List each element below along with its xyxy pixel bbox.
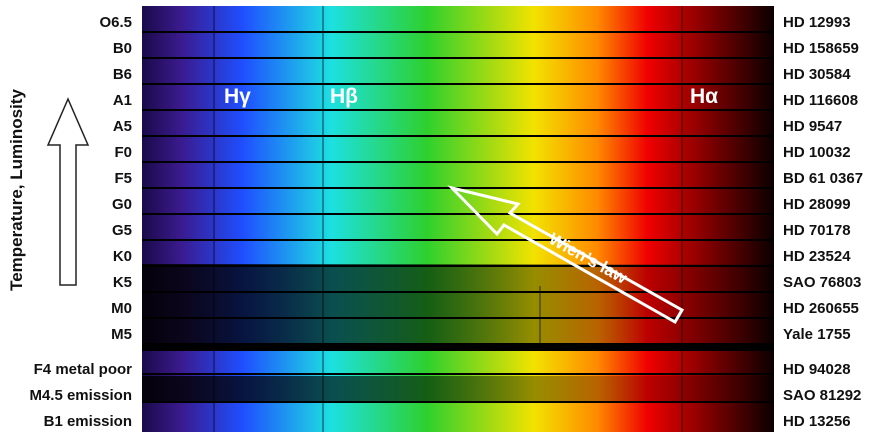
spectral-type-label: K5 xyxy=(112,274,132,291)
star-name-label: HD 116608 xyxy=(783,92,859,109)
h-beta-label: Hβ xyxy=(330,85,358,108)
spectral-type-label: B6 xyxy=(112,66,132,83)
spectral-type-label: B0 xyxy=(112,40,132,57)
star-name-label: HD 9547 xyxy=(783,118,843,135)
star-name-label: HD 13256 xyxy=(783,413,851,430)
spectral-type-label: A1 xyxy=(112,92,132,109)
axis-label: Temperature, Luminosity xyxy=(7,89,26,291)
up-arrow xyxy=(46,97,90,286)
star-name-label: HD 158659 xyxy=(783,40,859,57)
star-name-label: Yale 1755 xyxy=(783,326,851,343)
spectral-type-label: G0 xyxy=(111,196,132,213)
star-name-label: HD 70178 xyxy=(783,222,851,239)
h-alpha-label: Hα xyxy=(690,85,719,108)
spectral-type-label: K0 xyxy=(112,248,132,265)
spectral-type-label: M5 xyxy=(111,326,132,343)
star-name-label: HD 260655 xyxy=(783,300,859,317)
star-name-label: HD 23524 xyxy=(783,248,851,265)
star-name-label: HD 30584 xyxy=(783,66,851,83)
star-name-label: BD 61 0367 xyxy=(783,170,864,187)
star-name-label: HD 12993 xyxy=(783,14,851,31)
star-name-label: HD 94028 xyxy=(783,361,851,378)
spectrum-image xyxy=(142,6,774,432)
h-gamma-label: Hγ xyxy=(224,85,251,108)
star-name-label: HD 28099 xyxy=(783,196,851,213)
spectral-type-label: B1 emission xyxy=(43,413,132,430)
spectral-type-label: G5 xyxy=(111,222,132,239)
spectral-type-label: M0 xyxy=(111,300,132,317)
star-name-label: SAO 81292 xyxy=(783,387,862,404)
spectral-type-label: F0 xyxy=(114,144,132,161)
star-name-label: SAO 76803 xyxy=(783,274,862,291)
spectral-type-label: F4 metal poor xyxy=(33,361,132,378)
spectral-type-label: M4.5 emission xyxy=(29,387,132,404)
star-name-label: HD 10032 xyxy=(783,144,851,161)
spectral-type-label: O6.5 xyxy=(99,14,132,31)
spectral-type-label: F5 xyxy=(114,170,132,187)
wiens-law-arrow xyxy=(447,185,685,325)
spectral-type-label: A5 xyxy=(112,118,132,135)
